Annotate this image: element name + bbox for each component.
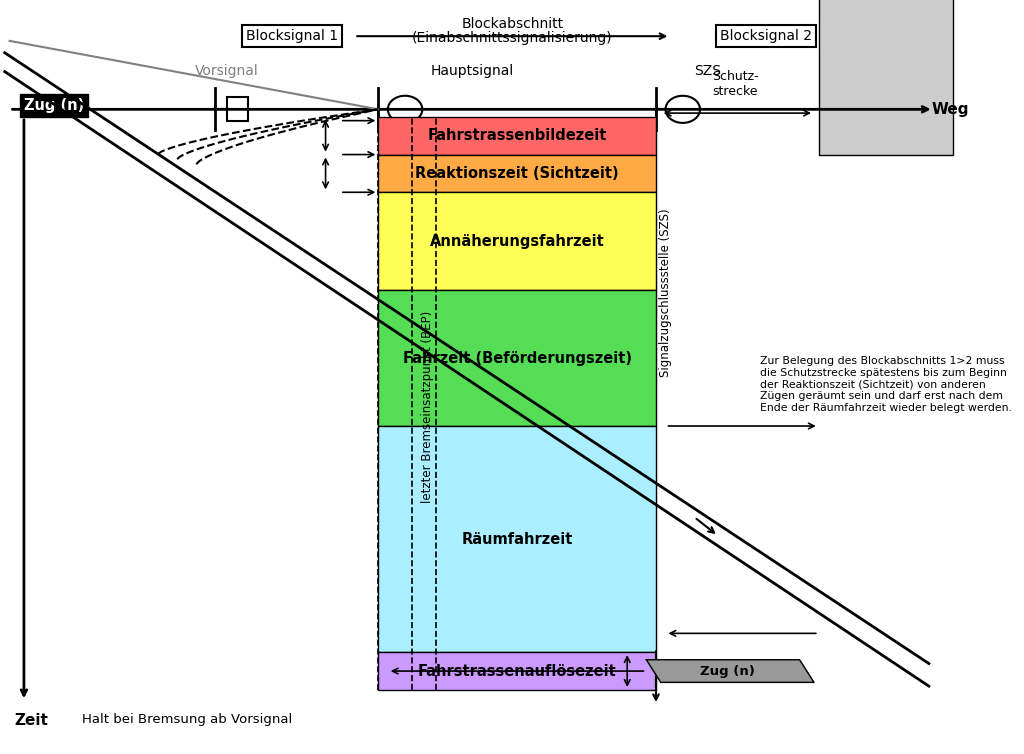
Text: Halt bei Bremsung ab Vorsignal: Halt bei Bremsung ab Vorsignal — [82, 713, 292, 725]
Text: Vorsignal: Vorsignal — [196, 63, 259, 78]
Bar — [819, 0, 952, 155]
Bar — [378, 155, 656, 192]
Bar — [378, 192, 656, 290]
Text: Blockabschnitt: Blockabschnitt — [461, 17, 563, 31]
Text: Zug (n): Zug (n) — [700, 664, 756, 678]
Text: SZS: SZS — [694, 63, 721, 78]
Bar — [378, 652, 656, 690]
Text: Fahrstrassenbildezeit: Fahrstrassenbildezeit — [427, 128, 607, 143]
Text: Fahrstrassenauflösezeit: Fahrstrassenauflösezeit — [418, 664, 616, 679]
Text: Räumfahrzeit: Räumfahrzeit — [462, 532, 572, 547]
Text: (Einabschnittssignalisierung): (Einabschnittssignalisierung) — [412, 31, 612, 44]
Bar — [227, 97, 248, 121]
Text: letzter Bremseinsatzpunkt (BEP): letzter Bremseinsatzpunkt (BEP) — [421, 311, 433, 503]
Text: Signalzugschlussstelle (SZS): Signalzugschlussstelle (SZS) — [659, 208, 672, 377]
Polygon shape — [646, 660, 814, 682]
Bar — [378, 426, 656, 652]
Text: Weg: Weg — [931, 102, 969, 117]
Circle shape — [666, 96, 700, 123]
Bar — [378, 117, 656, 155]
Text: Reaktionszeit (Sichtzeit): Reaktionszeit (Sichtzeit) — [416, 166, 618, 181]
Text: Schutz-
strecke: Schutz- strecke — [712, 70, 758, 98]
Text: Hauptsignal: Hauptsignal — [431, 63, 514, 78]
Text: Zur Belegung des Blockabschnitts 1>2 muss
die Schutzstrecke spätestens bis zum B: Zur Belegung des Blockabschnitts 1>2 mus… — [760, 357, 1012, 412]
Text: Zeit: Zeit — [14, 713, 48, 728]
Bar — [378, 290, 656, 426]
Text: Fahrzeit (Beförderungszeit): Fahrzeit (Beförderungszeit) — [402, 351, 632, 366]
Text: Blocksignal 1: Blocksignal 1 — [246, 29, 338, 43]
Text: Blocksignal 2: Blocksignal 2 — [720, 29, 812, 43]
Circle shape — [388, 96, 422, 123]
Text: Zug (n): Zug (n) — [24, 98, 84, 113]
Text: Annäherungsfahrzeit: Annäherungsfahrzeit — [430, 234, 604, 249]
